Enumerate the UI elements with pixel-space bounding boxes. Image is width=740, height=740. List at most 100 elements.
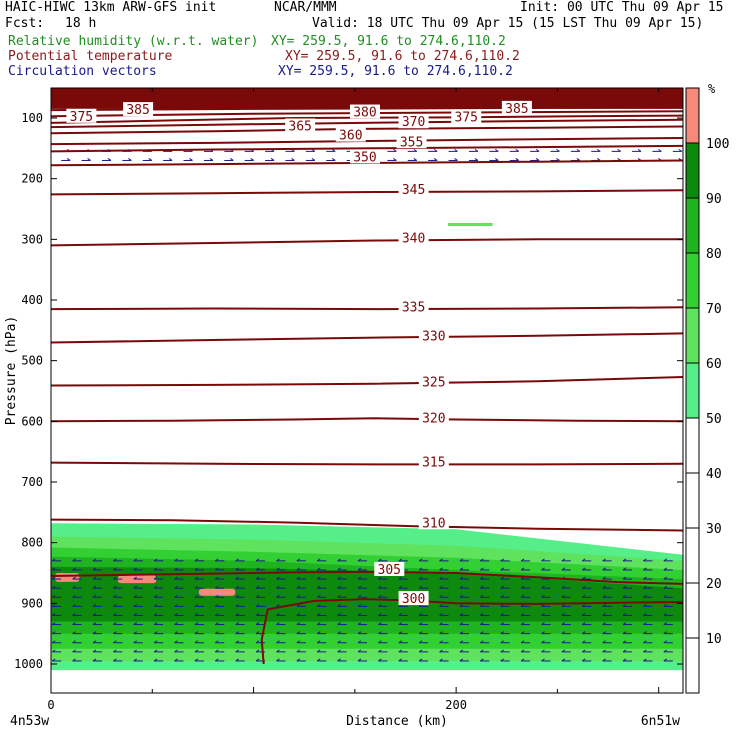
vector-arrowhead — [133, 613, 138, 616]
vector-arrowhead — [663, 640, 668, 644]
vector-arrowhead — [459, 640, 464, 644]
vector-arrowhead — [72, 613, 76, 616]
vector-arrowhead — [113, 585, 117, 589]
theta-label: 330 — [422, 329, 445, 344]
vector-arrowhead — [439, 622, 443, 625]
vector-arrowhead — [393, 148, 397, 152]
vector-arrowhead — [215, 576, 219, 580]
vector-arrowhead — [378, 576, 382, 580]
vector-arrowhead — [153, 585, 158, 589]
vector-arrowhead — [439, 649, 443, 653]
vector-arrowhead — [113, 613, 117, 616]
vector-arrowhead — [291, 158, 295, 161]
y-tick-label: 200 — [21, 172, 43, 186]
vector-arrowhead — [296, 558, 301, 562]
vector-arrowhead — [378, 631, 382, 635]
vector-arrowhead — [51, 622, 56, 625]
vector-arrowhead — [194, 649, 199, 653]
vector-arrowhead — [480, 622, 484, 625]
vector-arrowhead — [255, 649, 260, 653]
axes-layer: 100 200 300 400 500 600 700 800 900 1000 0 200 Dista… — [4, 87, 684, 729]
vector-arrowhead — [235, 613, 239, 616]
vector-arrowhead — [500, 622, 504, 625]
vector-arrowhead — [51, 594, 56, 598]
vector-arrowhead — [439, 631, 443, 635]
theta-label: 320 — [422, 411, 445, 426]
vector-arrowhead — [622, 567, 627, 571]
vector-arrowhead — [561, 594, 566, 598]
vector-arrowhead — [439, 594, 443, 598]
colorbar-tick-label: 80 — [706, 247, 722, 262]
vector-arrowhead — [113, 567, 117, 571]
vector-arrowhead — [535, 158, 540, 161]
vector-arrowhead — [331, 158, 336, 161]
vector-arrowhead — [357, 567, 362, 571]
vector-arrowhead — [418, 640, 423, 644]
vector-arrowhead — [255, 576, 260, 580]
vector-arrowhead — [235, 567, 239, 571]
vector-arrowhead — [663, 631, 668, 635]
vector-arrowhead — [658, 148, 662, 152]
theta-contour-335 — [50, 306, 684, 311]
vector-arrowhead — [215, 585, 219, 589]
theta-label: 375 — [455, 110, 478, 125]
colorbar-tick-label: 60 — [706, 357, 722, 372]
theta-label-bg — [398, 182, 429, 197]
vector-arrowhead — [480, 558, 484, 562]
vector-arrowhead — [643, 640, 647, 644]
field-vec-xy: XY= 259.5, 91.6 to 274.6,110.2 — [278, 64, 513, 79]
vector-arrowhead — [637, 148, 642, 152]
theta-label-bg — [501, 100, 532, 115]
field-theta-name: Potential temperature — [8, 49, 173, 64]
theta-contour-325 — [50, 376, 684, 387]
vector-arrowhead — [378, 649, 382, 653]
vector-arrowhead — [276, 649, 280, 653]
vector-arrowhead — [276, 594, 280, 598]
vector-arrowhead — [337, 622, 341, 625]
vector-arrowhead — [541, 622, 545, 625]
theta-label-bg — [66, 108, 97, 123]
vector-arrowhead — [72, 567, 76, 571]
vector-arrowhead — [581, 594, 586, 598]
vector-arrowhead — [581, 576, 586, 580]
vector-arrowhead — [500, 576, 504, 580]
x-axis-label: Distance (km) — [346, 714, 448, 729]
theta-label: 345 — [402, 183, 425, 198]
vector-arrowhead — [276, 613, 280, 616]
vector-arrowhead — [92, 631, 97, 635]
vector-arrowhead — [316, 613, 321, 616]
y-tick-label: 100 — [21, 111, 43, 125]
vector-arrowhead — [520, 640, 525, 644]
y-tick-label: 600 — [21, 414, 43, 428]
colorbar-tick-label: 70 — [706, 302, 722, 317]
vector-arrowhead — [541, 613, 545, 616]
vector-arrowhead — [663, 603, 668, 607]
theta-contour-310 — [50, 518, 684, 532]
vector-arrowhead — [622, 649, 627, 653]
vector-arrowhead — [480, 658, 484, 662]
vector-arrowhead — [133, 567, 138, 571]
vector-arrowhead — [561, 640, 566, 644]
vector-arrowhead — [316, 640, 321, 644]
vector-arrowhead — [581, 649, 586, 653]
vector-arrowhead — [398, 576, 403, 580]
vector-arrowhead — [459, 613, 464, 616]
vector-arrowhead — [643, 576, 647, 580]
vector-arrowhead — [459, 558, 464, 562]
theta-label: 365 — [288, 119, 311, 134]
theta-contour-340 — [50, 238, 683, 247]
vector-arrowhead — [398, 622, 403, 625]
vector-arrowhead — [215, 631, 219, 635]
theta-label: 360 — [339, 129, 362, 144]
vector-arrowhead — [153, 622, 158, 625]
vector-arrowhead — [153, 567, 158, 571]
theta-contour-315 — [50, 461, 684, 466]
vector-arrowhead — [357, 558, 362, 562]
vector-arrowhead — [378, 613, 382, 616]
colorbar-tick-label: 90 — [706, 192, 722, 207]
vector-arrowhead — [133, 640, 138, 644]
vector-arrowhead — [128, 158, 132, 161]
vector-arrowhead — [602, 622, 606, 625]
vector-arrowhead — [255, 613, 260, 616]
vector-arrowhead — [250, 158, 254, 161]
